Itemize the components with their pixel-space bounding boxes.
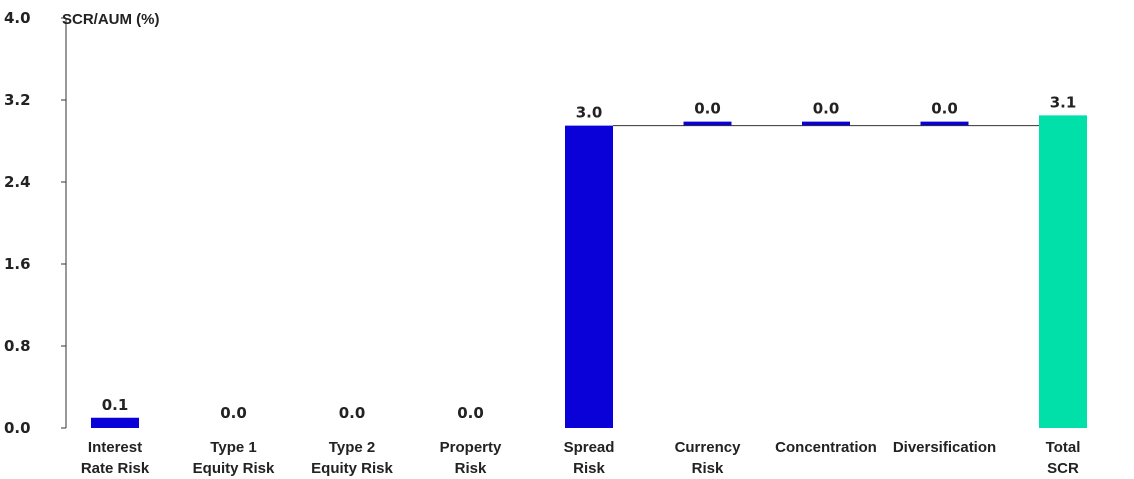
axis-layer: 4.0 3.2 2.4 1.6 0.8 0.0 <box>4 9 67 437</box>
data-label: 0.0 <box>220 404 247 422</box>
x-tick-label: Equity Risk <box>311 460 393 477</box>
label-layer: 0.1 0.0 0.0 0.0 3.0 0.0 0.0 0.0 3.1 Interest Rate … <box>81 93 1081 477</box>
y-tick-label: 1.6 <box>4 255 31 273</box>
x-tick-label: Rate Risk <box>81 460 150 477</box>
bar <box>683 121 732 126</box>
data-label: 3.0 <box>576 104 603 122</box>
x-tick-label: Risk <box>573 460 605 477</box>
bar-layer <box>91 115 1087 428</box>
x-tick-label: Total <box>1046 439 1081 456</box>
y-axis-label: SCR/AUM (%) <box>62 11 160 28</box>
x-tick-label: Concentration <box>775 439 877 456</box>
x-tick-label: Type 1 <box>210 439 256 456</box>
y-tick-label: 3.2 <box>4 91 31 109</box>
x-tick-label: Diversification <box>893 439 996 456</box>
x-tick-label: Property <box>440 439 502 456</box>
data-label: 0.0 <box>813 100 840 118</box>
x-tick-label: Type 2 <box>329 439 375 456</box>
bar <box>565 125 613 428</box>
bar <box>802 121 850 126</box>
y-tick-label: 0.0 <box>4 419 31 437</box>
x-tick-label: Equity Risk <box>193 460 275 477</box>
data-label: 3.1 <box>1050 93 1077 111</box>
data-label: 0.0 <box>457 404 484 422</box>
data-label: 0.0 <box>694 100 721 118</box>
data-label: 0.0 <box>339 404 366 422</box>
x-tick-label: Risk <box>692 460 724 477</box>
y-tick-label: 2.4 <box>4 173 31 191</box>
x-tick-label: SCR <box>1047 460 1079 477</box>
x-tick-label: Currency <box>675 439 742 456</box>
x-tick-label: Spread <box>564 439 615 456</box>
bar <box>920 121 969 126</box>
data-label: 0.1 <box>102 396 129 414</box>
y-tick-label: 0.8 <box>4 337 31 355</box>
y-tick-label: 4.0 <box>4 9 31 27</box>
bar <box>1039 115 1087 428</box>
bar <box>91 417 139 428</box>
x-tick-label: Interest <box>88 439 142 456</box>
x-tick-label: Risk <box>455 460 487 477</box>
data-label: 0.0 <box>931 100 958 118</box>
